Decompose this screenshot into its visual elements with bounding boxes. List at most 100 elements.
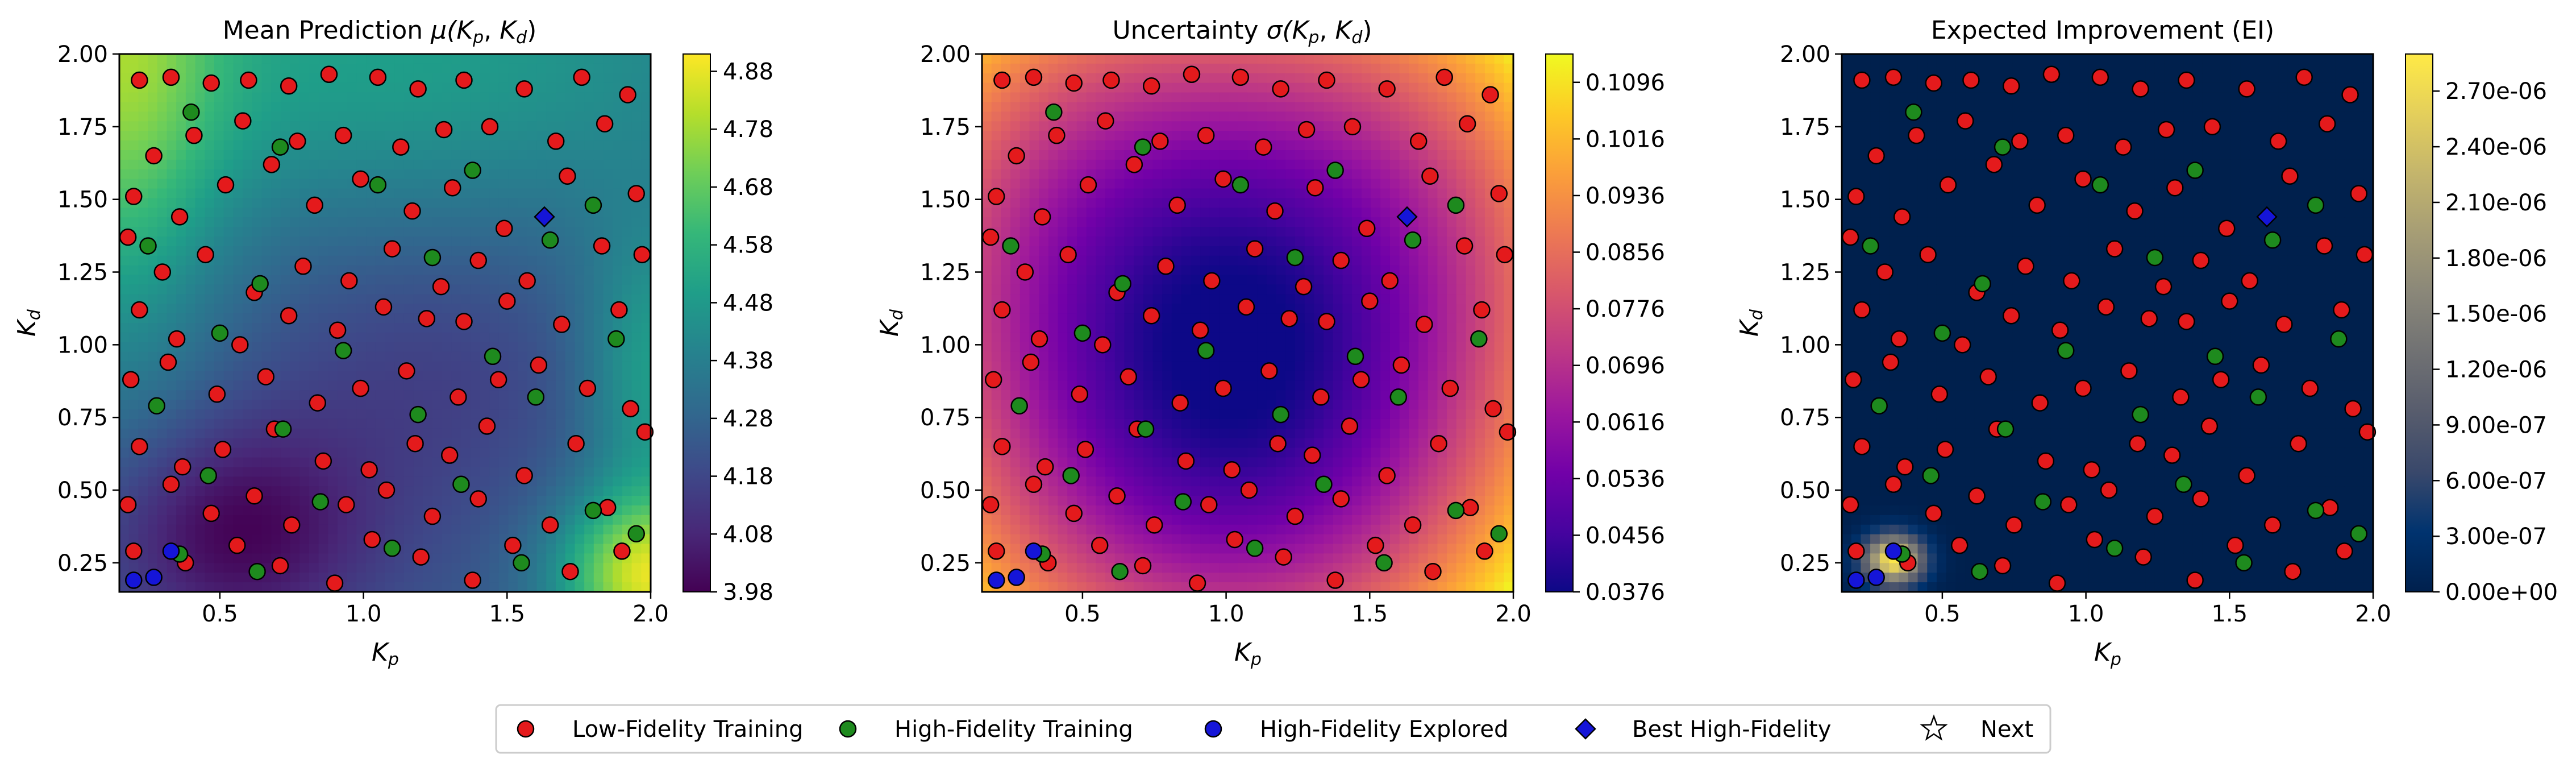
heatmap-cell [1019, 169, 1030, 180]
heatmap-cell [309, 573, 319, 583]
heatmap-cell [1029, 438, 1039, 449]
heatmap-cell [1162, 553, 1172, 564]
heatmap-cell [128, 63, 139, 74]
heatmap-cell [1048, 438, 1059, 449]
y-tick-label: 0.50 [57, 478, 108, 504]
low-fidelity-point [619, 86, 636, 103]
heatmap-cell [1238, 342, 1249, 353]
heatmap-cell [536, 284, 547, 295]
heatmap-cell [593, 73, 604, 84]
heatmap-cell [1114, 457, 1125, 468]
heatmap-cell [593, 371, 604, 382]
heatmap-cell [1124, 496, 1134, 506]
heatmap-cell [1010, 198, 1021, 208]
heatmap-cell [622, 323, 632, 333]
heatmap-cell [1058, 217, 1068, 227]
low-fidelity-point [214, 441, 232, 458]
heatmap-cell [631, 582, 642, 592]
heatmap-cell [423, 418, 433, 429]
heatmap-cell [138, 54, 148, 64]
heatmap-cell [233, 208, 243, 218]
heatmap-cell [1191, 371, 1201, 382]
heatmap-cell [280, 275, 291, 285]
heatmap-cell [1058, 304, 1068, 314]
heatmap-cell [290, 188, 300, 199]
heatmap-cell [1067, 524, 1077, 535]
heatmap-cell [413, 351, 423, 362]
heatmap-cell [451, 236, 461, 247]
heatmap-cell [575, 102, 585, 113]
heatmap-cell [338, 515, 348, 525]
heatmap-cell [1191, 505, 1201, 516]
heatmap-cell [1010, 63, 1021, 74]
heatmap-cell [575, 476, 585, 487]
heatmap-cell [1019, 447, 1030, 458]
heatmap-cell [593, 284, 604, 295]
heatmap-cell [1191, 92, 1201, 103]
heatmap-cell [546, 467, 556, 477]
heatmap-cell [1238, 332, 1249, 343]
heatmap-cell [318, 159, 329, 170]
heatmap-cell [556, 409, 566, 420]
heatmap-cell [252, 534, 263, 545]
heatmap-cell [565, 467, 576, 477]
heatmap-cell [527, 246, 538, 256]
heatmap-cell [1058, 54, 1068, 64]
heatmap-cell [1257, 284, 1267, 295]
heatmap-cell [622, 294, 632, 304]
heatmap-cell [1039, 304, 1049, 314]
heatmap-cell [338, 544, 348, 554]
heatmap-cell [1010, 553, 1021, 564]
heatmap-cell [1124, 54, 1134, 64]
heatmap-cell [1105, 515, 1116, 525]
low-fidelity-point [478, 417, 496, 435]
heatmap-cell [1219, 438, 1229, 449]
heatmap-cell [1181, 255, 1192, 266]
heatmap-cell [1019, 390, 1030, 400]
heatmap-cell [442, 553, 452, 564]
heatmap-cell [432, 438, 443, 449]
heatmap-cell [280, 236, 291, 247]
heatmap-cell [1058, 361, 1068, 372]
heatmap-cell [403, 380, 414, 391]
heatmap-cell [603, 313, 613, 324]
heatmap-cell [214, 92, 224, 103]
heatmap-cell [1209, 150, 1220, 160]
heatmap-cell [556, 505, 566, 516]
heatmap-cell [366, 515, 376, 525]
heatmap-cell [252, 208, 263, 218]
heatmap-cell [603, 400, 613, 410]
heatmap-cell [214, 159, 224, 170]
heatmap-cell [480, 447, 490, 458]
low-fidelity-point [197, 246, 214, 264]
heatmap-cell [1114, 332, 1125, 343]
heatmap-cell [328, 217, 338, 227]
heatmap-cell [1200, 438, 1210, 449]
heatmap-cell [527, 159, 538, 170]
heatmap-cell [1076, 275, 1087, 285]
heatmap-cell [385, 361, 395, 372]
heatmap-cell [176, 131, 186, 141]
heatmap-cell [1124, 390, 1134, 400]
heatmap-cell [261, 505, 272, 516]
heatmap-cell [1191, 236, 1201, 247]
heatmap-cell [1209, 227, 1220, 237]
heatmap-cell [1162, 380, 1172, 391]
heatmap-cell [1048, 255, 1059, 266]
heatmap-cell [1058, 227, 1068, 237]
heatmap-cell [575, 457, 585, 468]
heatmap-cell [1238, 524, 1249, 535]
heatmap-cell [223, 82, 234, 93]
heatmap-cell [261, 265, 272, 276]
heatmap-cell [318, 275, 329, 285]
heatmap-cell [1086, 457, 1097, 468]
heatmap-cell [631, 121, 642, 131]
heatmap-cell [565, 582, 576, 592]
heatmap-cell [1134, 524, 1144, 535]
heatmap-cell [1209, 361, 1220, 372]
heatmap-cell [148, 438, 158, 449]
heatmap-cell [536, 255, 547, 266]
heatmap-cell [461, 265, 471, 276]
heatmap-cell [641, 102, 651, 113]
low-fidelity-point [598, 499, 617, 516]
